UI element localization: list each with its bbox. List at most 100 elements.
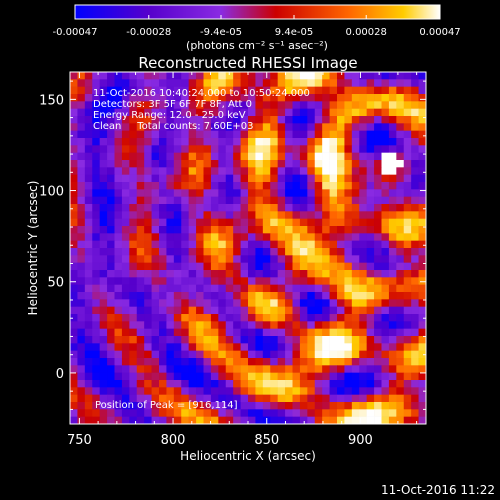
heatmap-cell — [99, 270, 108, 278]
heatmap-cell — [151, 145, 160, 153]
heatmap-cell — [210, 182, 219, 190]
heatmap-cell — [70, 380, 78, 388]
heatmap-cell — [292, 160, 301, 168]
heatmap-cell — [366, 292, 375, 300]
heatmap-cell — [84, 94, 93, 102]
heatmap-cell — [314, 365, 323, 373]
heatmap-cell — [129, 336, 138, 344]
heatmap-cell — [248, 182, 256, 190]
heatmap-cell — [196, 372, 204, 381]
heatmap-cell — [144, 167, 152, 175]
heatmap-cell — [196, 277, 204, 285]
heatmap-cell — [277, 358, 286, 366]
heatmap-cell — [359, 270, 367, 278]
heatmap-cell — [299, 277, 308, 285]
heatmap-cell — [381, 79, 390, 87]
heatmap-cell — [329, 196, 338, 205]
heatmap-cell — [262, 402, 271, 410]
heatmap-cell — [255, 130, 264, 139]
heatmap-cell — [374, 350, 382, 359]
heatmap-cell — [121, 86, 130, 95]
heatmap-cell — [248, 116, 256, 124]
heatmap-cell — [114, 350, 123, 359]
heatmap-cell — [181, 358, 189, 366]
heatmap-cell — [277, 380, 286, 388]
heatmap-cell — [248, 174, 256, 183]
heatmap-cell — [173, 182, 182, 190]
heatmap-cell — [381, 314, 390, 322]
heatmap-cell — [351, 196, 360, 205]
heatmap-cell — [366, 226, 375, 234]
heatmap-cell — [270, 79, 278, 87]
heatmap-cell — [255, 72, 264, 80]
heatmap-cell — [403, 416, 412, 424]
annotation-energy-range: Energy Range: 12.0 - 25.0 keV — [93, 110, 246, 121]
heatmap-cell — [173, 130, 182, 139]
heatmap-cell — [218, 174, 227, 183]
heatmap-cell — [418, 409, 426, 417]
heatmap-cell — [77, 255, 86, 263]
heatmap-cell — [344, 182, 353, 190]
heatmap-cell — [307, 152, 316, 161]
heatmap-cell — [337, 226, 345, 234]
heatmap-cell — [359, 196, 367, 205]
heatmap-cell — [299, 402, 308, 410]
heatmap-cell — [285, 108, 293, 117]
heatmap-cell — [366, 343, 375, 351]
heatmap-cell — [181, 255, 189, 263]
heatmap-cell — [307, 86, 316, 95]
heatmap-cell — [218, 255, 227, 263]
heatmap-cell — [166, 365, 175, 373]
heatmap-cell — [322, 394, 330, 403]
heatmap-cell — [322, 255, 330, 263]
heatmap-cell — [70, 101, 78, 109]
heatmap-cell — [337, 211, 345, 219]
heatmap-cell — [203, 299, 212, 307]
heatmap-cell — [129, 380, 138, 388]
heatmap-cell — [70, 211, 78, 219]
heatmap-cell — [129, 72, 138, 80]
heatmap-cell — [151, 350, 160, 359]
heatmap-cell — [411, 262, 419, 271]
heatmap-cell — [292, 270, 301, 278]
heatmap-cell — [374, 380, 382, 388]
heatmap-cell — [262, 189, 271, 197]
heatmap-cell — [210, 314, 219, 322]
heatmap-cell — [181, 387, 189, 395]
heatmap-cell — [240, 284, 249, 293]
heatmap-cell — [418, 240, 426, 249]
heatmap-cell — [196, 108, 204, 117]
heatmap-cell — [107, 321, 115, 329]
heatmap-cell — [418, 116, 426, 124]
heatmap-cell — [203, 336, 212, 344]
heatmap-cell — [248, 409, 256, 417]
heatmap-cell — [388, 72, 397, 80]
heatmap-cell — [337, 358, 345, 366]
heatmap-cell — [196, 94, 204, 102]
heatmap-cell — [218, 226, 227, 234]
heatmap-cell — [344, 116, 353, 124]
heatmap-cell — [114, 284, 123, 293]
heatmap-cell — [107, 402, 115, 410]
heatmap-cell — [351, 116, 360, 124]
heatmap-cell — [381, 292, 390, 300]
heatmap-cell — [381, 123, 390, 131]
heatmap-cell — [307, 394, 316, 403]
heatmap-cell — [337, 284, 345, 293]
heatmap-cell — [99, 145, 108, 153]
heatmap-cell — [210, 328, 219, 337]
heatmap-cell — [77, 277, 86, 285]
heatmap-cell — [366, 240, 375, 249]
heatmap-cell — [299, 101, 308, 109]
heatmap-cell — [344, 262, 353, 271]
heatmap-cell — [411, 328, 419, 337]
heatmap-cell — [262, 218, 271, 227]
heatmap-cell — [99, 350, 108, 359]
footer-timestamp: 11-Oct-2016 11:22 — [381, 483, 495, 497]
heatmap-cell — [285, 314, 293, 322]
heatmap-cell — [203, 350, 212, 359]
heatmap-cell — [136, 350, 145, 359]
heatmap-cell — [107, 372, 115, 381]
heatmap-cell — [159, 402, 167, 410]
heatmap-cell — [151, 86, 160, 95]
